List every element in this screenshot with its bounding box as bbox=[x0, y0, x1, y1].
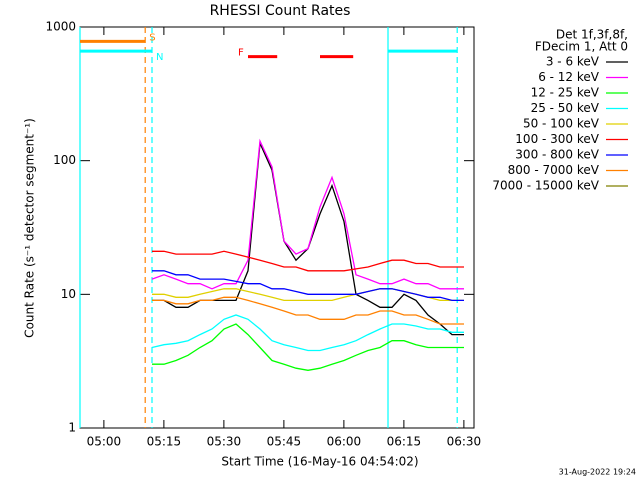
series-line bbox=[152, 323, 464, 371]
legend-label: 300 - 800 keV bbox=[515, 148, 599, 162]
series-line bbox=[151, 138, 464, 290]
legend-label: 7000 - 15000 keV bbox=[492, 179, 599, 193]
x-tick-label: 05:30 bbox=[207, 435, 242, 449]
legend-label: 800 - 7000 keV bbox=[508, 163, 600, 177]
series-line bbox=[151, 314, 464, 352]
legend-header: Det 1f,3f,8f, bbox=[556, 28, 628, 42]
y-axis-label: Count Rate (s⁻¹ detector segment⁻¹) bbox=[23, 118, 37, 338]
y-tick-label: 1 bbox=[68, 421, 76, 435]
flag-label: N bbox=[156, 52, 163, 63]
legend-label: 100 - 300 keV bbox=[515, 132, 599, 146]
x-tick-label: 05:45 bbox=[267, 435, 302, 449]
legend-header: FDecim 1, Att 0 bbox=[535, 40, 628, 54]
x-tick-label: 06:15 bbox=[387, 435, 422, 449]
legend-label: 50 - 100 keV bbox=[523, 117, 600, 131]
legend-label: 3 - 6 keV bbox=[546, 55, 600, 69]
flag-label: F bbox=[238, 48, 244, 59]
x-tick-label: 05:15 bbox=[147, 435, 182, 449]
x-axis-label: Start Time (16-May-16 04:54:02) bbox=[221, 455, 418, 469]
timestamp: 31-Aug-2022 19:24 bbox=[559, 468, 636, 477]
legend-label: 12 - 25 keV bbox=[531, 86, 600, 100]
legend-label: 6 - 12 keV bbox=[538, 70, 600, 84]
x-tick-label: 05:00 bbox=[87, 435, 122, 449]
legend-label: 25 - 50 keV bbox=[531, 101, 600, 115]
series-line bbox=[152, 270, 464, 302]
series-line bbox=[152, 250, 464, 272]
y-tick-label: 10 bbox=[61, 287, 76, 301]
y-tick-label: 1000 bbox=[45, 20, 76, 34]
x-tick-label: 06:30 bbox=[447, 435, 482, 449]
x-tick-label: 06:00 bbox=[327, 435, 362, 449]
chart-title: RHESSI Count Rates bbox=[210, 3, 351, 19]
flag-label: S bbox=[149, 32, 155, 43]
series-line bbox=[152, 296, 464, 325]
y-tick-label: 100 bbox=[53, 153, 76, 167]
